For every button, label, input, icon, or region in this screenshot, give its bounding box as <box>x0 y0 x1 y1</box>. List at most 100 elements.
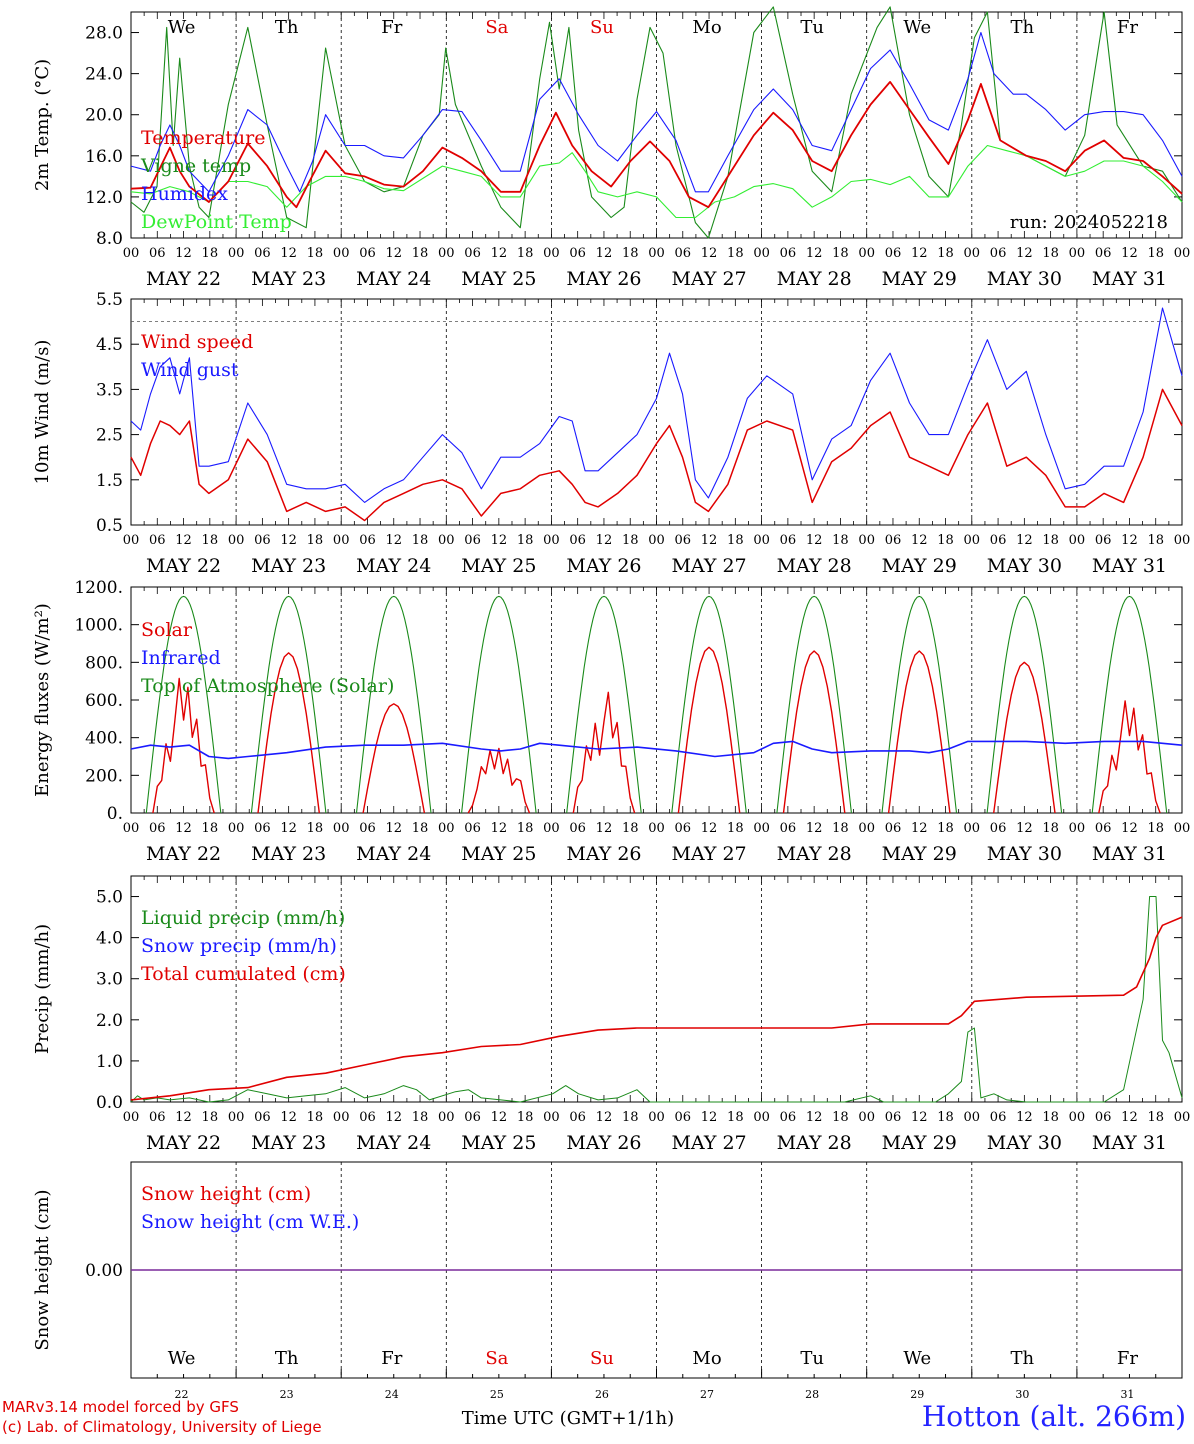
x-day-label: MAY 26 <box>566 268 641 290</box>
x-hour-label: 12 <box>806 246 823 261</box>
x-hour-label: 06 <box>464 533 481 548</box>
x-hour-label: 06 <box>1095 533 1112 548</box>
x-day-label: MAY 27 <box>671 1132 746 1154</box>
x-hour-label: 12 <box>280 1110 297 1125</box>
x-hour-label: 06 <box>885 246 902 261</box>
weekday-label: Tu <box>800 17 824 38</box>
x-hour-label: 06 <box>254 1110 271 1125</box>
weekday-label: Th <box>275 17 299 38</box>
x-day-label: MAY 26 <box>566 843 641 865</box>
y-tick-label: 1.5 <box>96 471 123 491</box>
x-day-number: 22 <box>175 1388 189 1401</box>
y-axis-label: Precip (mm/h) <box>32 924 53 1054</box>
x-hour-label: 06 <box>254 246 271 261</box>
legend-entry: Solar <box>141 619 193 641</box>
x-hour-label: 06 <box>675 533 692 548</box>
x-hour-label: 18 <box>1042 246 1059 261</box>
y-tick-label: 16.0 <box>85 147 123 167</box>
x-hour-label: 12 <box>596 1110 613 1125</box>
x-day-label: MAY 25 <box>461 843 536 865</box>
weekday-label: Su <box>590 17 614 38</box>
y-tick-label: 12.0 <box>85 188 123 208</box>
x-hour-label: 18 <box>832 533 849 548</box>
y-tick-label: 24.0 <box>85 65 123 85</box>
series-solar-day <box>887 650 951 814</box>
weekday-label: We <box>168 17 196 38</box>
weekday-label: Fr <box>1117 1348 1138 1369</box>
x-day-label: MAY 26 <box>566 1132 641 1154</box>
x-hour-label: 18 <box>937 821 954 836</box>
x-hour-label: 12 <box>911 533 928 548</box>
x-hour-label: 06 <box>885 1110 902 1125</box>
x-hour-label: 00 <box>964 533 981 548</box>
x-hour-label: 18 <box>517 1110 534 1125</box>
series-liquid-precip <box>130 896 1183 1103</box>
x-hour-label: 06 <box>254 533 271 548</box>
x-day-label: MAY 28 <box>777 268 852 290</box>
x-hour-label: 06 <box>675 246 692 261</box>
x-hour-label: 12 <box>491 533 508 548</box>
x-day-number: 26 <box>595 1388 609 1401</box>
x-hour-label: 00 <box>228 533 245 548</box>
x-day-number: 24 <box>385 1388 399 1401</box>
snow-panel: 0.00 Snow height (cm) Snow height (cm) Snow… <box>32 1161 1183 1429</box>
x-hour-label: 06 <box>1095 821 1112 836</box>
series-solar-day <box>1098 700 1161 814</box>
weekday-label: We <box>903 17 931 38</box>
x-hour-label: 00 <box>753 246 770 261</box>
x-hour-label: 00 <box>858 1110 875 1125</box>
wind-panel: 0.5 1.5 2.5 3.5 4.5 5.5 10m Wind (m/s) 00 06 12 18… <box>32 290 1190 577</box>
weekday-label: We <box>168 1348 196 1369</box>
y-axis-label: Energy fluxes (W/m²) <box>32 603 53 797</box>
legend-entry: Wind gust <box>141 359 239 381</box>
y-tick-label: 8.0 <box>96 229 123 249</box>
x-hour-label: 06 <box>885 821 902 836</box>
weekday-label: Fr <box>381 17 402 38</box>
x-day-label: MAY 22 <box>146 268 221 290</box>
x-hour-label: 00 <box>1174 1110 1191 1125</box>
x-hour-label: 00 <box>648 246 665 261</box>
x-hour-label: 06 <box>254 821 271 836</box>
y-tick-label: 1000. <box>74 616 123 636</box>
x-day-label: MAY 28 <box>777 843 852 865</box>
x-hour-label: 06 <box>464 1110 481 1125</box>
y-tick-label: 1200. <box>74 578 123 598</box>
y-tick-label: 4.0 <box>96 929 123 949</box>
x-hour-label: 00 <box>438 246 455 261</box>
x-hour-label: 18 <box>1042 1110 1059 1125</box>
x-day-number: 27 <box>700 1388 714 1401</box>
x-hour-label: 00 <box>1069 1110 1086 1125</box>
y-tick-label: 400. <box>85 729 123 749</box>
weekday-label: We <box>903 1348 931 1369</box>
weekday-label: Fr <box>381 1348 402 1369</box>
x-hour-label: 06 <box>359 1110 376 1125</box>
series-solar-day <box>467 747 531 814</box>
x-hour-label: 00 <box>964 246 981 261</box>
x-hour-label: 00 <box>123 821 140 836</box>
series-vigne-temp <box>130 6 1183 239</box>
legend-entry: Top of Atmosphere (Solar) <box>141 675 394 697</box>
x-hour-label: 00 <box>438 1110 455 1125</box>
x-hour-label: 00 <box>543 1110 560 1125</box>
y-tick-label: 5.5 <box>96 290 123 310</box>
weekday-label: Fr <box>1117 17 1138 38</box>
x-day-number: 25 <box>490 1388 504 1401</box>
x-hour-label: 06 <box>569 533 586 548</box>
x-day-label: MAY 30 <box>987 268 1062 290</box>
x-hour-label: 00 <box>228 1110 245 1125</box>
x-hour-label: 06 <box>780 821 797 836</box>
x-hour-label: 18 <box>1147 246 1164 261</box>
x-hour-label: 00 <box>123 533 140 548</box>
weekday-label: Tu <box>800 1348 824 1369</box>
x-day-label: MAY 30 <box>987 843 1062 865</box>
series-dewpoint-temp <box>130 144 1183 219</box>
x-hour-label: 12 <box>1016 821 1033 836</box>
y-tick-label: 800. <box>85 653 123 673</box>
x-hour-label: 12 <box>596 821 613 836</box>
x-hour-label: 18 <box>1147 821 1164 836</box>
weekday-label: Th <box>275 1348 299 1369</box>
x-hour-label: 18 <box>622 246 639 261</box>
y-tick-label: 3.5 <box>96 380 123 400</box>
